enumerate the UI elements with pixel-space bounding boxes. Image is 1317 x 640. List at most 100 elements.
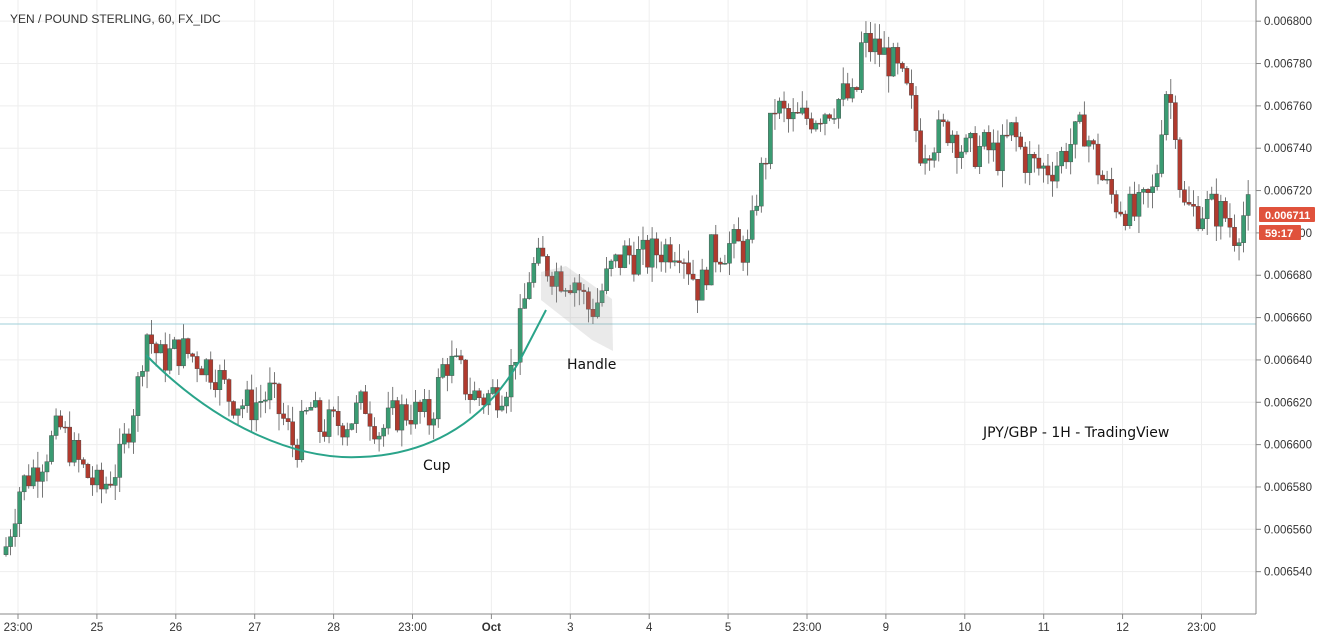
candle-body: [886, 47, 891, 77]
candle-body: [131, 415, 136, 443]
candle-body: [1009, 122, 1014, 136]
candle-body: [12, 523, 18, 537]
candle-body: [658, 254, 664, 263]
candle-body: [840, 83, 846, 100]
candle-body: [809, 118, 814, 130]
candle-body: [149, 334, 154, 345]
candle-body: [458, 355, 464, 361]
y-tick-label: 0.006540: [1264, 567, 1312, 579]
candle-body: [1132, 193, 1137, 217]
candle-body: [836, 99, 841, 119]
x-tick-label: 23:00: [398, 622, 427, 634]
candle-body: [681, 262, 687, 264]
y-tick-label: 0.006560: [1264, 524, 1312, 536]
candle-body: [831, 118, 837, 120]
candle-body: [699, 269, 705, 301]
candle-body: [950, 134, 955, 144]
candle-body: [736, 229, 741, 242]
x-tick-label: 12: [1116, 622, 1129, 634]
candle-body: [686, 262, 691, 275]
candle-body: [344, 429, 350, 438]
candle-body: [567, 290, 573, 294]
candle-body: [558, 271, 564, 292]
candle-body: [549, 275, 555, 287]
candle-body: [335, 411, 341, 426]
candle-body: [1000, 134, 1005, 172]
candle-body: [126, 433, 132, 443]
candle-body: [1186, 202, 1192, 205]
candle-body: [317, 400, 323, 433]
candle-body: [508, 365, 514, 398]
candle-body: [354, 402, 359, 424]
candle-body: [854, 87, 860, 90]
candle-body: [522, 298, 527, 309]
candle-body: [577, 282, 582, 291]
candle-body: [276, 383, 282, 415]
candle-body: [8, 536, 13, 547]
candle-body: [1127, 193, 1133, 226]
candle-body: [313, 400, 318, 408]
candle-body: [467, 393, 473, 400]
candle-body: [590, 308, 596, 317]
candle-body: [1045, 165, 1051, 176]
candle-body: [1086, 140, 1092, 147]
countdown-value: 59:17: [1265, 228, 1293, 240]
candle-body: [572, 282, 578, 294]
candle-body: [399, 404, 405, 431]
candle-body: [931, 152, 937, 161]
x-tick-label: 3: [567, 622, 573, 634]
candle-body: [863, 33, 869, 43]
candle-body: [249, 389, 255, 421]
candle-body: [281, 413, 286, 419]
candle-body: [463, 359, 468, 395]
candle-body: [786, 108, 791, 120]
candle-body: [1159, 134, 1164, 174]
candle-body: [222, 370, 227, 380]
candle-body: [231, 401, 236, 416]
candle-body: [135, 376, 141, 416]
candle-body: [294, 444, 300, 460]
chart-watermark: JPY/GBP - 1H - TradingView: [982, 425, 1169, 441]
candle-body: [90, 477, 95, 486]
candle-body: [263, 399, 268, 402]
y-tick-label: 0.006760: [1264, 101, 1312, 113]
candle-body: [322, 431, 327, 437]
y-tick-label: 0.006660: [1264, 313, 1312, 325]
candle-body: [991, 142, 996, 151]
candle-body: [918, 130, 923, 164]
candle-body: [859, 42, 864, 90]
candle-body: [1227, 217, 1233, 228]
candle-body: [117, 443, 123, 478]
candle-body: [818, 122, 823, 125]
candle-body: [804, 107, 810, 119]
candle-body: [668, 244, 673, 263]
candle-body: [58, 415, 63, 428]
candle-body: [827, 114, 832, 119]
candle-body: [1145, 189, 1151, 193]
candle-body: [1091, 140, 1096, 145]
candle-body: [167, 348, 173, 371]
candle-body: [67, 426, 72, 463]
candle-body: [1200, 218, 1205, 230]
candle-body: [677, 260, 682, 263]
candle-body: [608, 260, 614, 269]
candle-body: [968, 133, 973, 139]
candle-body: [71, 439, 77, 463]
candle-body: [1232, 226, 1237, 246]
x-tick-label: 27: [248, 622, 261, 634]
candle-body: [376, 435, 382, 440]
candle-body: [517, 308, 523, 363]
candle-body: [112, 477, 118, 486]
y-tick-label: 0.006800: [1264, 16, 1312, 28]
candle-body: [627, 245, 632, 256]
candle-body: [490, 387, 496, 394]
last-price-value: 0.006711: [1265, 210, 1310, 222]
candle-body: [372, 426, 377, 440]
y-tick-label: 0.006580: [1264, 482, 1312, 494]
candle-body: [1054, 165, 1060, 182]
candle-body: [172, 339, 177, 349]
candle-body: [226, 379, 232, 402]
candle-body: [972, 133, 978, 167]
candle-body: [1013, 122, 1019, 138]
candle-body: [326, 409, 332, 437]
